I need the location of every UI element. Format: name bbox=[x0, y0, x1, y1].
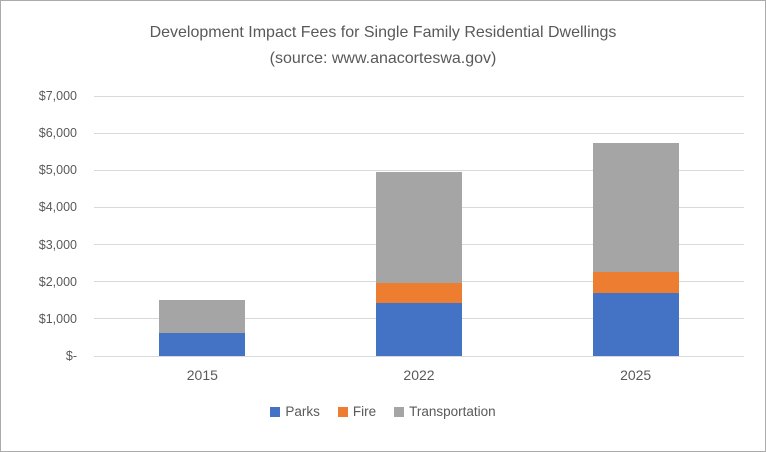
y-axis-tick-label: $2,000 bbox=[38, 274, 77, 289]
legend-label-transportation: Transportation bbox=[409, 404, 496, 419]
legend-item-fire: Fire bbox=[337, 404, 377, 419]
bar-segment-transportation-2025 bbox=[592, 142, 679, 272]
bar-segment-fire-2025 bbox=[592, 271, 679, 293]
bar-segment-parks-2015 bbox=[159, 332, 246, 356]
chart-subtitle: (source: www.anacorteswa.gov) bbox=[269, 50, 497, 67]
chart-title-block: Development Impact Fees for Single Famil… bbox=[1, 20, 765, 72]
bar-segment-fire-2022 bbox=[376, 282, 462, 303]
legend: Parks Fire Transportation bbox=[1, 404, 765, 419]
legend-item-transportation: Transportation bbox=[394, 404, 496, 419]
x-axis-label-2025: 2025 bbox=[620, 367, 652, 383]
y-axis-tick-label: $- bbox=[65, 349, 77, 363]
legend-label-fire: Fire bbox=[352, 404, 377, 419]
x-axis-label-2022: 2022 bbox=[403, 367, 435, 383]
y-axis-tick-label: $3,000 bbox=[38, 237, 77, 252]
gridline-6000 bbox=[94, 132, 744, 134]
legend-swatch-parks bbox=[270, 406, 281, 417]
legend-label-parks: Parks bbox=[285, 404, 320, 419]
bar-segment-parks-2025 bbox=[592, 292, 679, 356]
chart-title: Development Impact Fees for Single Famil… bbox=[149, 24, 617, 41]
legend-item-parks: Parks bbox=[270, 404, 320, 419]
gridline-7000 bbox=[94, 95, 744, 97]
y-axis-tick-label: $6,000 bbox=[38, 126, 77, 141]
x-axis-label-2015: 2015 bbox=[186, 367, 218, 383]
y-axis-tick-label: $7,000 bbox=[38, 89, 77, 103]
legend-swatch-fire bbox=[337, 406, 348, 417]
legend-swatch-transportation bbox=[394, 406, 405, 417]
bar-segment-transportation-2015 bbox=[159, 299, 246, 333]
gridline-0 bbox=[94, 355, 744, 357]
bar-segment-parks-2022 bbox=[376, 302, 462, 356]
y-axis-tick-label: $5,000 bbox=[38, 163, 77, 178]
y-axis-tick-label: $4,000 bbox=[38, 200, 77, 215]
bar-segment-transportation-2022 bbox=[376, 171, 462, 283]
y-axis-tick-label: $1,000 bbox=[38, 311, 77, 326]
gridline-5000 bbox=[94, 169, 744, 171]
